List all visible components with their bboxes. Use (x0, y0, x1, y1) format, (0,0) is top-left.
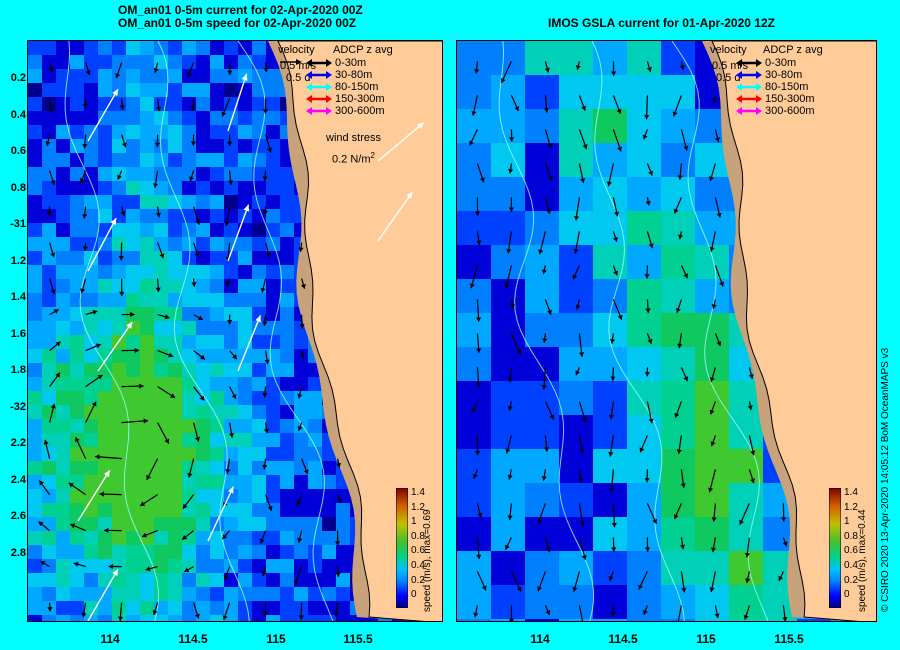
adcp-arrow (306, 95, 332, 103)
adcp-label: 150-300m (335, 93, 385, 105)
adcp-title: ADCP z avg (333, 44, 393, 56)
colorbar-gradient (396, 488, 408, 608)
y-tick-label: 2.6 (10, 510, 26, 522)
colorbar-tick: 1.4 (844, 487, 858, 498)
adcp-label: 0-30m (335, 57, 367, 69)
adcp-label: 0-30m (765, 57, 797, 69)
y-tick-label: 0.2 (10, 72, 26, 84)
velocity-scale: 0.5 m/s (280, 60, 317, 72)
adcp-arrow (736, 83, 762, 91)
adcp-arrow (736, 71, 762, 79)
y-tick-label: -31 (10, 218, 26, 230)
adcp-arrow (736, 95, 762, 103)
adcp-arrow (306, 107, 332, 115)
colorbar-tick: 0.4 (411, 560, 425, 571)
x-tick-label: 115.5 (774, 632, 804, 646)
velocity-label: velocity (278, 44, 315, 56)
colorbar-right-title: speed (m/s), max=0.44 (857, 509, 868, 612)
velocity-label: velocity (710, 44, 747, 56)
map-panel-model[interactable] (27, 40, 443, 622)
colorbar-tick: 1.2 (844, 501, 858, 513)
x-tick-label: 115.5 (343, 632, 373, 646)
colorbar-tick: 1 (844, 516, 850, 528)
x-tick-label: 114.5 (608, 632, 638, 646)
adcp-arrow (306, 83, 332, 91)
adcp-arrow (306, 71, 332, 79)
velocity-days: 0.5 d (716, 72, 741, 84)
credit-text: © CSIRO 2020 13-Apr-2020 14:05:12 BoM Oc… (880, 347, 891, 612)
adcp-label: 300-600m (765, 105, 815, 117)
adcp-label: 30-80m (765, 69, 803, 81)
title-left-line1: OM_an01 0-5m current for 02-Apr-2020 00Z (118, 3, 363, 17)
colorbar-tick: 0 (844, 589, 850, 601)
colorbar-gradient (829, 488, 841, 608)
x-tick-label: 114.5 (178, 632, 208, 646)
speed-field-gsla (457, 41, 876, 621)
adcp-label: 80-150m (335, 81, 379, 93)
wind-stress-scale: 0.2 N/m2 (332, 151, 375, 166)
velocity-scale: 0.5 m/s (712, 60, 749, 72)
title-left-line2: OM_an01 0-5m speed for 02-Apr-2020 00Z (118, 16, 357, 30)
x-tick-label: 115 (696, 632, 716, 646)
y-tick-label: 1.4 (10, 291, 26, 303)
colorbar-tick: 1 (411, 516, 417, 528)
y-tick-label: 2.8 (10, 546, 26, 559)
colorbar-tick: 0.8 (844, 530, 858, 542)
y-tick-label: 0.4 (10, 108, 26, 121)
x-tick-label: 114 (530, 632, 550, 646)
colorbar-tick: 1.2 (411, 501, 425, 513)
colorbar-tick: 0 (411, 589, 417, 601)
adcp-arrow (306, 59, 332, 67)
colorbar-tick: 0.6 (411, 545, 425, 557)
title-right: IMOS GSLA current for 01-Apr-2020 12Z (548, 16, 775, 30)
y-tick-label: 1.6 (10, 327, 26, 340)
colorbar-tick: 1.4 (411, 487, 425, 498)
adcp-label: 80-150m (765, 81, 809, 93)
y-tick-label: -32 (10, 400, 26, 413)
adcp-label: 30-80m (335, 69, 373, 81)
colorbar-tick: 0.8 (411, 530, 425, 542)
y-tick-label: 2.4 (10, 473, 26, 486)
x-tick-label: 115 (266, 632, 286, 646)
adcp-arrow (736, 107, 762, 115)
colorbar-tick: 0.6 (844, 545, 858, 557)
velocity-scale-arrow (280, 59, 302, 65)
speed-field-model (28, 41, 442, 621)
y-tick-label: 1.2 (10, 254, 26, 267)
adcp-label: 150-300m (765, 93, 815, 105)
map-panel-gsla[interactable] (456, 40, 877, 622)
colorbar-left-title: speed (m/s), max=0.69 (422, 509, 433, 612)
y-tick-label: 2.2 (10, 437, 26, 449)
adcp-label: 300-600m (335, 105, 385, 117)
y-tick-label: 0.8 (10, 181, 26, 194)
colorbar-tick: 0.2 (844, 574, 858, 586)
wind-stress-label: wind stress (326, 132, 382, 144)
y-tick-label: 1.8 (10, 364, 26, 376)
x-tick-label: 114 (100, 632, 120, 646)
y-tick-label: 0.6 (10, 145, 26, 157)
adcp-arrow (736, 59, 762, 67)
velocity-days: 0.5 d (286, 72, 311, 84)
colorbar-tick: 0.4 (844, 560, 858, 571)
colorbar-tick: 0.2 (411, 574, 425, 586)
adcp-title: ADCP z avg (763, 44, 823, 56)
